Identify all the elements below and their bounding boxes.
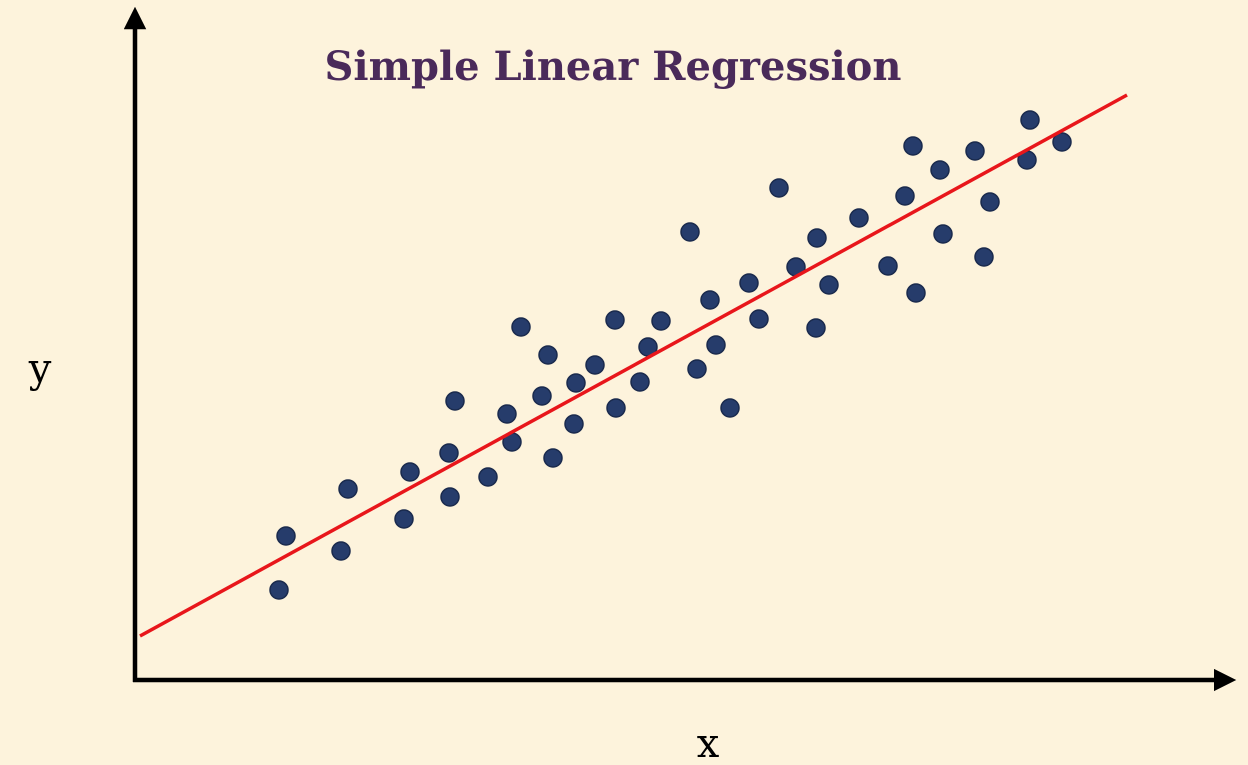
data-point (585, 355, 605, 375)
data-point (532, 386, 552, 406)
data-point (478, 467, 498, 487)
data-point (630, 372, 650, 392)
regression-line (139, 93, 1128, 638)
data-point (980, 192, 1000, 212)
data-point (700, 290, 720, 310)
data-point (651, 311, 671, 331)
data-point (564, 414, 584, 434)
data-point (440, 487, 460, 507)
data-point (720, 398, 740, 418)
data-point (511, 317, 531, 337)
data-point (331, 541, 351, 561)
data-point (749, 309, 769, 329)
data-point (606, 398, 626, 418)
data-point (706, 335, 726, 355)
data-point (933, 224, 953, 244)
data-point (849, 208, 869, 228)
data-point (687, 359, 707, 379)
data-point (903, 136, 923, 156)
data-point (680, 222, 700, 242)
data-point (538, 345, 558, 365)
chart-title: Simple Linear Regression (325, 43, 902, 90)
data-point (807, 228, 827, 248)
data-point (906, 283, 926, 303)
data-point (739, 273, 759, 293)
x-axis-label: x (697, 721, 720, 765)
data-point (965, 141, 985, 161)
data-point (269, 580, 289, 600)
data-point (543, 448, 563, 468)
data-point (895, 186, 915, 206)
data-point (974, 247, 994, 267)
data-point (930, 160, 950, 180)
data-point (445, 391, 465, 411)
y-axis-label: y (28, 346, 52, 392)
data-point (338, 479, 358, 499)
data-point (497, 404, 517, 424)
data-point (769, 178, 789, 198)
data-point (1052, 132, 1072, 152)
data-point (819, 275, 839, 295)
data-point (400, 462, 420, 482)
data-point (806, 318, 826, 338)
data-point (566, 373, 586, 393)
data-point (605, 310, 625, 330)
data-point (1020, 110, 1040, 130)
data-point (439, 443, 459, 463)
data-point (878, 256, 898, 276)
data-point (394, 509, 414, 529)
data-point (276, 526, 296, 546)
